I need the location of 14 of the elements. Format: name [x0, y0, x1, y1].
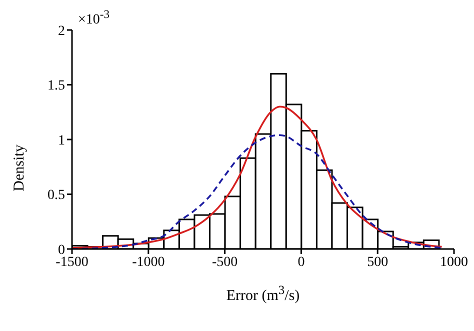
text: ×10$^{-3}$ [78, 8, 110, 29]
y-tick-label: 2 [58, 24, 65, 39]
line-series [72, 134, 443, 249]
x-tick-label: 0 [298, 254, 305, 270]
x-axis-title: Error (m$^{3}$/s) [225, 283, 301, 305]
x-tick-label: 500 [367, 254, 388, 270]
y-tick-label: 1 [58, 133, 65, 148]
x-tick-label: -1000 [132, 254, 165, 270]
y-tick-label: 0.5 [48, 188, 65, 204]
x-tick-label: 1000 [440, 254, 468, 270]
line-series [72, 106, 443, 249]
y-tick-label: 1.5 [48, 78, 65, 94]
y-axis-title: Density [12, 144, 28, 191]
x-tick-label: -500 [212, 254, 238, 270]
